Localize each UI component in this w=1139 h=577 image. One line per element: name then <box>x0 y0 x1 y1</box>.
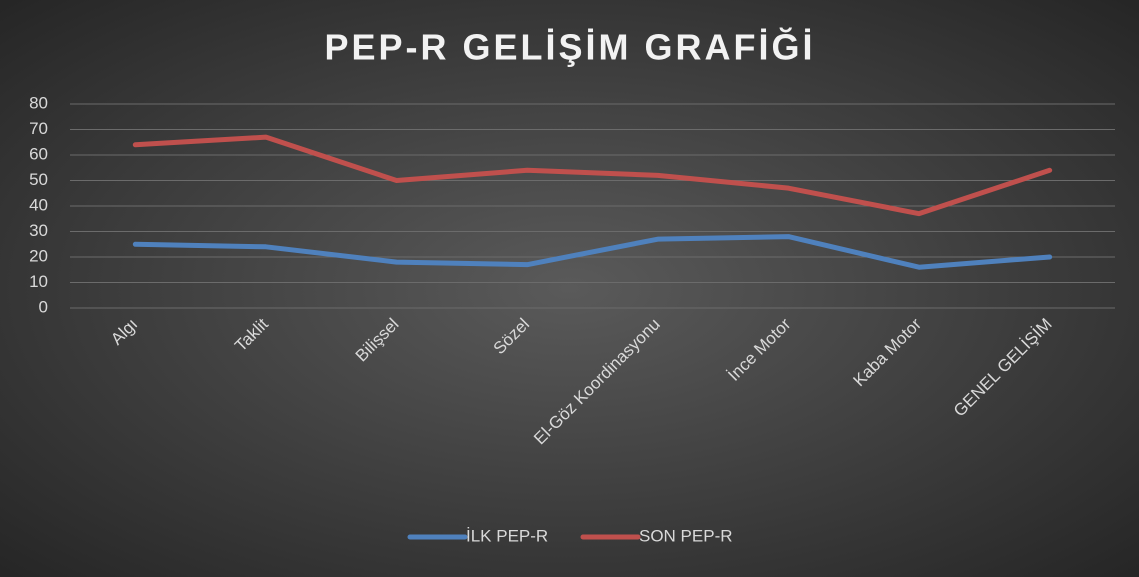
legend-label: SON PEP-R <box>639 526 733 545</box>
y-tick-label: 80 <box>29 93 48 112</box>
y-tick-label: 50 <box>29 170 48 189</box>
y-tick-label: 70 <box>29 119 48 138</box>
line-series <box>132 234 1053 270</box>
y-tick-label: 0 <box>39 297 48 316</box>
y-tick-label: 10 <box>29 272 48 291</box>
y-tick-label: 30 <box>29 221 48 240</box>
y-tick-label: 40 <box>29 195 48 214</box>
y-tick-label: 20 <box>29 246 48 265</box>
legend-label: İLK PEP-R <box>466 526 548 545</box>
chart-title: PEP-R GELİŞİM GRAFİĞİ <box>324 27 815 68</box>
line-series <box>132 134 1053 217</box>
y-tick-label: 60 <box>29 144 48 163</box>
